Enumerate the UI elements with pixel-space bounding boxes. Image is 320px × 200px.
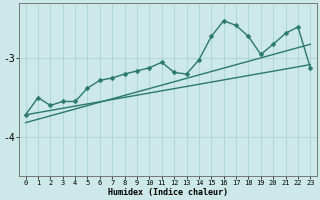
X-axis label: Humidex (Indice chaleur): Humidex (Indice chaleur)	[108, 188, 228, 197]
